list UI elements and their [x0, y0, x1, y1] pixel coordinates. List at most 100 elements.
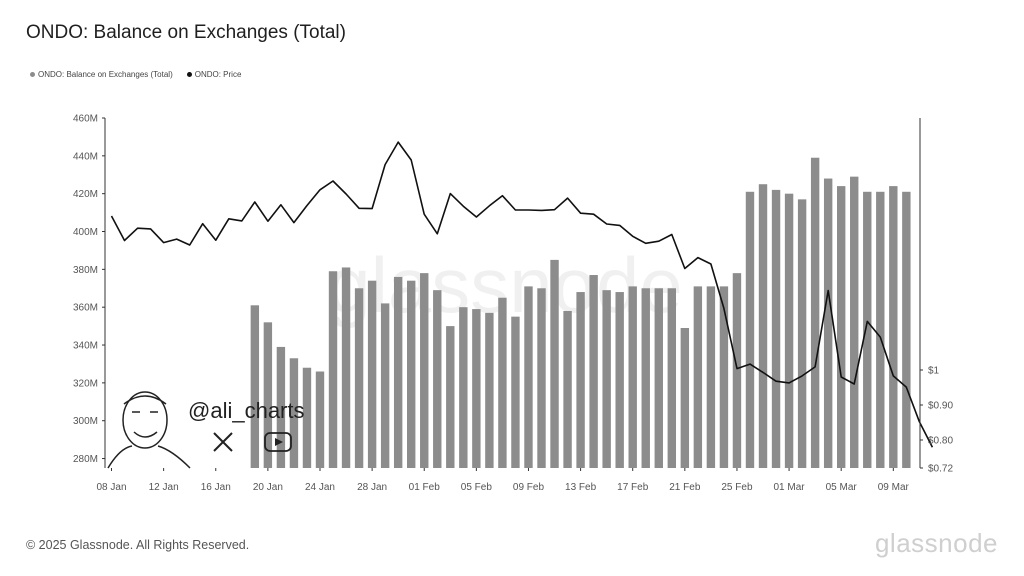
left-tick-label: 400M [73, 227, 98, 238]
bar [498, 297, 507, 468]
bar [393, 276, 403, 468]
bar [354, 288, 364, 468]
x-tick-label: 25 Feb [721, 482, 753, 493]
bar [693, 286, 703, 468]
right-tick-label: $0.72 [928, 464, 953, 475]
bar [550, 259, 559, 468]
bar [797, 199, 807, 468]
bar [485, 312, 494, 468]
bar [420, 273, 429, 468]
x-tick-label: 24 Jan [305, 482, 335, 493]
bar [863, 191, 872, 468]
x-tick-label: 12 Jan [149, 482, 179, 493]
legend: ONDO: Balance on Exchanges (Total) ONDO:… [30, 70, 241, 79]
bar [836, 186, 846, 469]
bar [446, 326, 455, 468]
left-tick-label: 280M [73, 454, 98, 465]
legend-dot-price [186, 72, 192, 77]
right-tick-label: $1 [928, 366, 940, 377]
x-tick-label: 17 Feb [617, 482, 649, 493]
legend-item-balance[interactable]: ONDO: Balance on Exchanges (Total) [30, 70, 173, 79]
bar [758, 184, 768, 468]
x-tick-label: 05 Mar [826, 482, 858, 493]
bar [367, 280, 377, 468]
bar [380, 303, 390, 468]
left-tick-label: 300M [73, 416, 98, 427]
bar [328, 271, 338, 468]
x-tick-label: 13 Feb [565, 482, 597, 493]
legend-label-balance: ONDO: Balance on Exchanges (Total) [38, 70, 173, 79]
legend-label-price: ONDO: Price [194, 70, 242, 79]
bar [276, 346, 286, 468]
bar [641, 288, 650, 468]
bar [250, 305, 260, 468]
x-tick-label: 20 Jan [253, 482, 283, 493]
price-line [110, 141, 934, 448]
bar [615, 292, 624, 468]
x-tick-label: 01 Mar [774, 482, 806, 493]
left-tick-label: 360M [73, 303, 98, 314]
left-tick-label: 340M [73, 341, 98, 352]
bar [810, 157, 820, 468]
x-tick-label: 05 Feb [461, 482, 493, 493]
left-tick-label: 320M [73, 378, 98, 389]
bar [459, 307, 468, 468]
bar [511, 316, 520, 468]
legend-dot-balance [30, 72, 35, 77]
bar [341, 267, 351, 468]
brand-logo: glassnode [874, 528, 998, 558]
avatar-cartoon [107, 391, 191, 469]
chart-title: ONDO: Balance on Exchanges (Total) [26, 22, 346, 43]
x-tick-label: 09 Feb [513, 482, 545, 493]
left-tick-label: 440M [73, 151, 98, 162]
social-icons [212, 432, 292, 452]
axes: 280M 300M 320M 340M 360M 380M 400M 420M 440M 460M… [73, 114, 953, 494]
bar [667, 288, 677, 468]
handle-text: @ali_charts [188, 398, 305, 423]
x-tick-label: 21 Feb [669, 482, 701, 493]
bar-series [250, 157, 911, 469]
bar [745, 191, 755, 468]
bar [602, 290, 611, 468]
bar [706, 286, 716, 468]
bar [589, 275, 598, 468]
x-tick-label: 01 Feb [409, 482, 441, 493]
bar [315, 371, 325, 468]
bar [823, 178, 833, 469]
bar [289, 358, 299, 468]
price-series [110, 141, 934, 448]
x-tick-label: 28 Jan [357, 482, 387, 493]
bar [537, 288, 546, 468]
right-tick-label: $0.80 [928, 436, 953, 447]
bar [902, 191, 911, 468]
bar [407, 280, 416, 468]
left-tick-label: 460M [73, 114, 98, 125]
youtube-icon[interactable] [264, 432, 292, 452]
bar [680, 328, 690, 468]
bar [433, 290, 442, 468]
bar [628, 286, 637, 468]
legend-item-price[interactable]: ONDO: Price [186, 70, 242, 79]
x-tick-label: 16 Jan [201, 482, 231, 493]
bar [563, 310, 572, 468]
bar [302, 367, 312, 468]
bar [771, 189, 781, 468]
bar [732, 273, 742, 468]
bar [576, 292, 585, 468]
x-tick-label: 08 Jan [96, 482, 126, 493]
bar [889, 186, 898, 469]
left-tick-label: 420M [73, 189, 98, 200]
footer-copyright: © 2025 Glassnode. All Rights Reserved. [26, 538, 250, 552]
bar [876, 191, 885, 468]
bar [524, 286, 533, 468]
bar [784, 193, 794, 469]
bar [719, 286, 729, 468]
bar [263, 322, 273, 468]
bar [850, 176, 859, 468]
bar [472, 309, 481, 468]
right-tick-label: $0.90 [928, 401, 953, 412]
x-tick-label: 09 Mar [878, 482, 910, 493]
left-tick-label: 380M [73, 265, 98, 276]
x-logo-icon[interactable] [212, 432, 234, 452]
